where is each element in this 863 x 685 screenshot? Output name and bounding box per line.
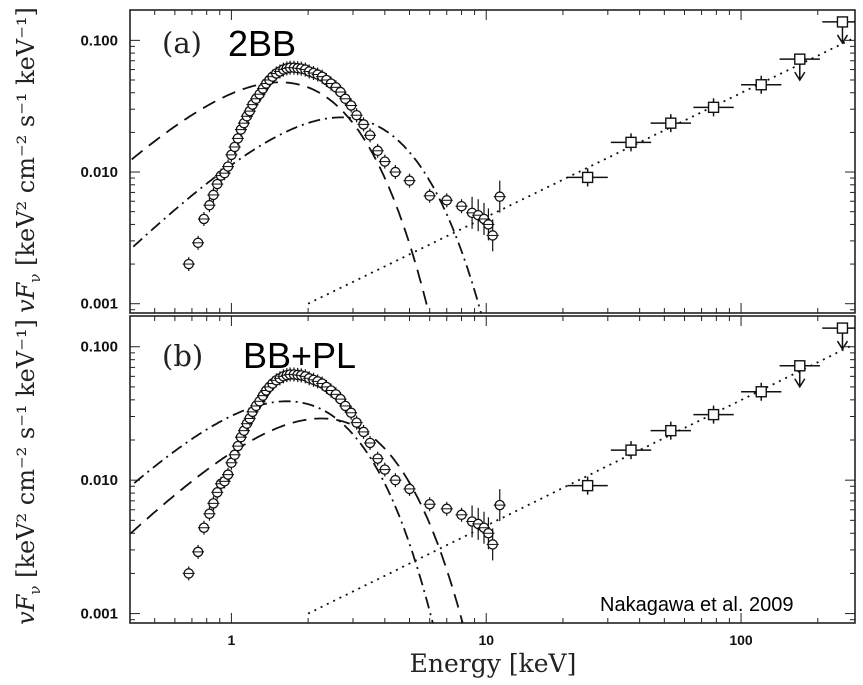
integral-point: [779, 53, 820, 82]
model-curve-dash-dot: [130, 400, 434, 623]
model-curve-dash: [130, 417, 464, 623]
suzaku-point: [225, 147, 238, 162]
y-tick-label: 0.100: [80, 32, 118, 49]
y-tick-label: 0.010: [80, 472, 118, 489]
panel-b-label: (b): [162, 339, 203, 373]
citation-label: Nakagawa et al. 2009: [600, 594, 793, 616]
x-axis-label: Energy [keV]: [410, 649, 577, 678]
suzaku-point: [357, 117, 370, 132]
y-axis-label-b: vFν [keV² cm⁻² s⁻¹ keV⁻¹]: [12, 319, 44, 625]
model-curve-dot: [307, 343, 854, 615]
integral-point: [779, 360, 820, 389]
suzaku-point: [364, 435, 377, 450]
suzaku-point: [339, 91, 352, 106]
suzaku-point: [211, 177, 224, 192]
suzaku-point: [371, 451, 384, 466]
suzaku-point: [389, 165, 402, 180]
panel-a-label: (a): [162, 26, 202, 60]
panel-b-model-label: BB+PL: [243, 335, 356, 376]
panel-b: 0.100 0.010 0.001 1 10 100: [80, 315, 856, 648]
y-axis-label-a: vFν [keV² cm⁻² s⁻¹ keV⁻¹]: [12, 7, 44, 313]
suzaku-point: [350, 108, 363, 123]
suzaku-point: [378, 154, 391, 169]
plot-area: [130, 16, 855, 313]
model-curve-dash-dot: [130, 116, 482, 313]
suzaku-point: [357, 424, 370, 439]
x-tick-label: 100: [729, 632, 753, 648]
suzaku-point: [440, 193, 453, 208]
suzaku-point: [486, 219, 499, 252]
suzaku-point: [350, 415, 363, 430]
integral-point: [610, 441, 652, 460]
suzaku-point: [493, 180, 506, 213]
plot-frame: [129, 315, 856, 624]
integral-point: [822, 16, 855, 45]
suzaku-point: [182, 257, 195, 272]
integral-point: [567, 476, 608, 495]
y-tick-label: 0.100: [80, 339, 118, 356]
x-tick-label: 1: [228, 632, 236, 648]
suzaku-point: [222, 159, 235, 174]
suzaku-point: [345, 98, 358, 113]
integral-point: [741, 382, 782, 401]
x-tick-label: 10: [478, 632, 494, 648]
model-curve-dot: [307, 37, 854, 305]
suzaku-point: [182, 566, 195, 581]
y-tick-label: 0.001: [80, 606, 118, 623]
suzaku-point: [334, 85, 347, 100]
suzaku-point: [455, 199, 468, 214]
suzaku-point: [203, 198, 216, 213]
integral-point: [610, 133, 652, 152]
suzaku-point: [455, 507, 468, 522]
plot-frame: [129, 9, 856, 314]
suzaku-point: [207, 187, 220, 202]
suzaku-point: [211, 485, 224, 500]
model-curve-dash: [130, 81, 430, 313]
suzaku-point: [389, 473, 402, 488]
suzaku-point: [364, 128, 377, 143]
suzaku-point: [423, 497, 436, 512]
integral-point: [650, 421, 691, 440]
y-tick-label: 0.001: [80, 296, 118, 313]
suzaku-point: [231, 439, 244, 454]
suzaku-point: [378, 462, 391, 477]
suzaku-point: [403, 173, 416, 188]
suzaku-point: [192, 544, 205, 559]
panel-a-model-label: 2BB: [228, 23, 296, 64]
suzaku-point: [345, 405, 358, 420]
suzaku-point: [339, 398, 352, 413]
suzaku-point: [192, 235, 205, 250]
integral-point: [693, 405, 734, 424]
integral-point: [822, 322, 855, 351]
suzaku-point: [197, 211, 210, 226]
suzaku-point: [371, 143, 384, 158]
suzaku-point: [203, 506, 216, 521]
integral-point: [741, 75, 782, 94]
y-tick-label: 0.010: [80, 164, 118, 181]
integral-point: [693, 98, 734, 117]
suzaku-point: [493, 489, 506, 522]
panel-a: 0.100 0.010 0.001: [80, 9, 856, 314]
suzaku-point: [486, 528, 499, 561]
suzaku-point: [207, 496, 220, 511]
suzaku-point: [403, 481, 416, 496]
suzaku-point: [440, 501, 453, 516]
suzaku-point: [228, 139, 241, 154]
integral-point: [567, 168, 608, 187]
suzaku-point: [423, 188, 436, 203]
integral-point: [650, 114, 691, 133]
suzaku-point: [222, 467, 235, 482]
plot-area: [130, 322, 855, 623]
suzaku-point: [197, 520, 210, 535]
